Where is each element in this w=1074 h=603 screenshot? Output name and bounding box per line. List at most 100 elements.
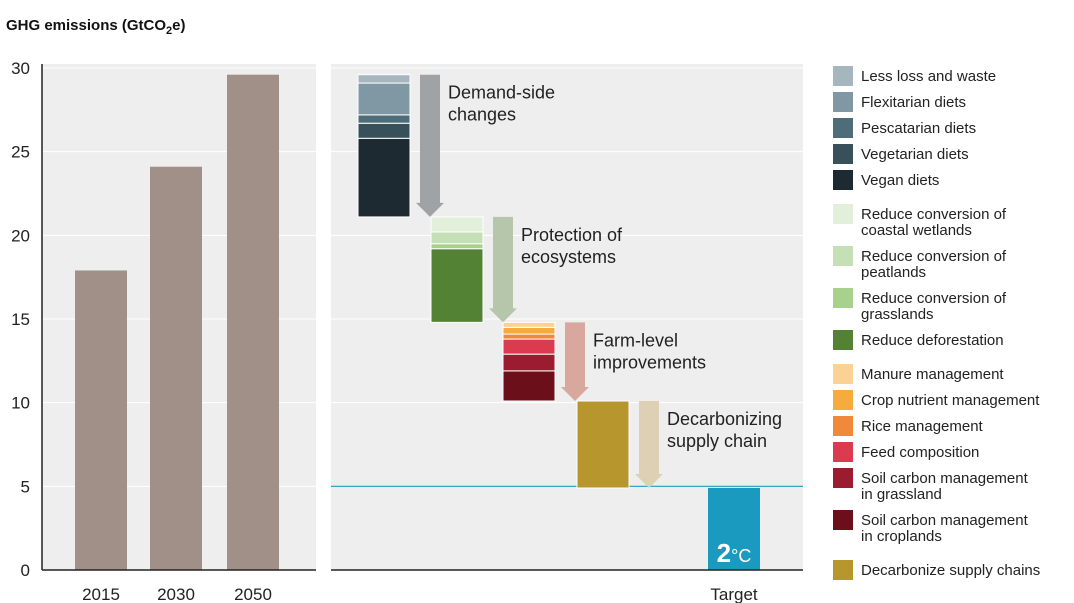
legend-label-line: grasslands bbox=[861, 306, 934, 323]
legend-label-line: Manure management bbox=[861, 366, 1004, 383]
waterfall-segment bbox=[430, 243, 484, 250]
legend-label-line: Feed composition bbox=[861, 444, 979, 461]
legend-swatch bbox=[833, 204, 853, 224]
baseline-bar bbox=[75, 270, 127, 570]
y-axis-title: GHG emissions (GtCO2e) bbox=[6, 17, 186, 37]
step-label-line: ecosystems bbox=[521, 247, 616, 267]
legend-label: Pescatarian diets bbox=[861, 120, 976, 137]
step-label-line: Protection of bbox=[521, 225, 623, 245]
legend-label: Reduce conversion of grasslands bbox=[861, 290, 1007, 323]
legend-swatch bbox=[833, 66, 853, 86]
step-label-line: supply chain bbox=[667, 431, 767, 451]
x-tick-label: 2050 bbox=[234, 585, 272, 603]
legend-label: Flexitarian diets bbox=[861, 94, 966, 111]
waterfall-segment bbox=[357, 137, 411, 218]
legend-swatch bbox=[833, 170, 853, 190]
y-tick-label: 0 bbox=[21, 561, 30, 580]
legend-label: Reduce deforestation bbox=[861, 332, 1004, 349]
y-tick-label: 15 bbox=[11, 310, 30, 329]
waterfall-segment bbox=[357, 74, 411, 84]
waterfall-segment bbox=[502, 353, 556, 372]
step-label-line: Demand-side bbox=[448, 83, 555, 103]
legend-label: Decarbonize supply chains bbox=[861, 562, 1040, 579]
waterfall-segment bbox=[357, 114, 411, 124]
legend-swatch bbox=[833, 364, 853, 384]
legend-swatch bbox=[833, 246, 853, 266]
legend-swatch bbox=[833, 330, 853, 350]
step-label: Protection of ecosystems bbox=[521, 225, 623, 267]
legend-swatch bbox=[833, 288, 853, 308]
x-tick-label: Target bbox=[710, 585, 758, 603]
legend-label-line: Soil carbon management bbox=[861, 512, 1029, 529]
legend-swatch bbox=[833, 92, 853, 112]
x-tick-label: 2030 bbox=[157, 585, 195, 603]
legend-swatch bbox=[833, 390, 853, 410]
step-label-line: improvements bbox=[593, 352, 706, 372]
legend-label-line: Soil carbon management bbox=[861, 470, 1029, 487]
target-label: 2°C bbox=[717, 538, 752, 568]
legend-label-line: Crop nutrient management bbox=[861, 392, 1040, 409]
legend-label-line: Reduce conversion of bbox=[861, 290, 1007, 307]
y-tick-label: 5 bbox=[21, 477, 30, 496]
target-bar bbox=[708, 488, 760, 570]
y-tick-label: 10 bbox=[11, 394, 30, 413]
legend-label-line: coastal wetlands bbox=[861, 222, 972, 239]
legend-label-line: Less loss and waste bbox=[861, 68, 996, 85]
legend-label-line: Rice management bbox=[861, 418, 984, 435]
legend-label-line: Decarbonize supply chains bbox=[861, 562, 1040, 579]
waterfall-segment bbox=[430, 216, 484, 233]
legend-swatch bbox=[833, 144, 853, 164]
legend-label-line: Flexitarian diets bbox=[861, 94, 966, 111]
legend-swatch bbox=[833, 442, 853, 462]
waterfall-segment bbox=[430, 248, 484, 323]
legend-label-line: peatlands bbox=[861, 264, 926, 281]
y-tick-label: 20 bbox=[11, 226, 30, 245]
legend-label-line: Pescatarian diets bbox=[861, 120, 976, 137]
legend-label: Vegan diets bbox=[861, 172, 939, 189]
step-label: Decarbonizing supply chain bbox=[667, 409, 782, 451]
y-tick-label: 25 bbox=[11, 143, 30, 162]
x-tick-label: 2015 bbox=[82, 585, 120, 603]
step-label: Farm-level improvements bbox=[593, 330, 706, 372]
waterfall-segment bbox=[502, 370, 556, 402]
legend-label: Feed composition bbox=[861, 444, 979, 461]
waterfall-segment bbox=[502, 321, 556, 328]
waterfall-segment bbox=[357, 82, 411, 116]
legend-swatch bbox=[833, 118, 853, 138]
legend-label: Reduce conversion of coastal wetlands bbox=[861, 206, 1007, 239]
step-label-line: Farm-level bbox=[593, 330, 678, 350]
legend-swatch bbox=[833, 510, 853, 530]
baseline-bar bbox=[150, 166, 202, 570]
legend-label: Soil carbon management in grassland bbox=[861, 470, 1029, 503]
target-label-number: 2 bbox=[717, 538, 731, 568]
waterfall-segment bbox=[502, 338, 556, 355]
step-arrow bbox=[635, 400, 663, 489]
step-label: Demand-side changes bbox=[448, 83, 555, 125]
step-arrow bbox=[561, 322, 589, 401]
waterfall-segment bbox=[430, 231, 484, 245]
waterfall-segment bbox=[576, 400, 630, 489]
target-label-unit: °C bbox=[731, 546, 751, 566]
legend-swatch bbox=[833, 416, 853, 436]
legend-label: Reduce conversion of peatlands bbox=[861, 248, 1007, 281]
step-arrow bbox=[489, 216, 517, 323]
legend-label: Manure management bbox=[861, 366, 1004, 383]
step-label-line: changes bbox=[448, 105, 516, 125]
legend-label: Less loss and waste bbox=[861, 68, 996, 85]
legend-label-line: in grassland bbox=[861, 486, 942, 503]
legend-label-line: Vegetarian diets bbox=[861, 146, 969, 163]
legend-label-line: Reduce deforestation bbox=[861, 332, 1004, 349]
step-arrow bbox=[416, 74, 444, 217]
step-label-line: Decarbonizing bbox=[667, 409, 782, 429]
legend-label: Rice management bbox=[861, 418, 984, 435]
legend-label: Crop nutrient management bbox=[861, 392, 1040, 409]
legend-label-line: in croplands bbox=[861, 528, 942, 545]
y-tick-label: 30 bbox=[11, 59, 30, 78]
legend-label: Vegetarian diets bbox=[861, 146, 969, 163]
waterfall-segment bbox=[357, 122, 411, 139]
legend-swatch bbox=[833, 560, 853, 580]
legend-label-line: Reduce conversion of bbox=[861, 248, 1007, 265]
legend-label-line: Vegan diets bbox=[861, 172, 939, 189]
legend-label: Soil carbon management in croplands bbox=[861, 512, 1029, 545]
